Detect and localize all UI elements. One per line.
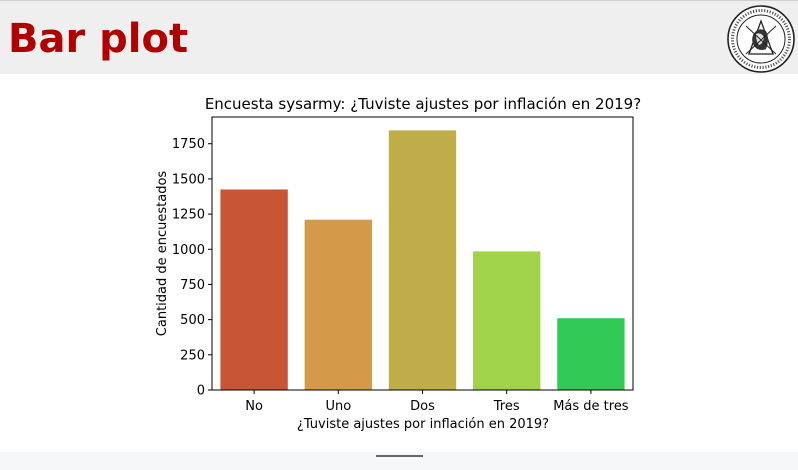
slide-footer <box>0 452 798 470</box>
y-tick-label: 250 <box>180 348 205 363</box>
x-tick-label: Dos <box>410 399 435 414</box>
university-seal-logo <box>727 5 795 73</box>
bar-1 <box>304 219 372 390</box>
bar-2 <box>388 130 457 390</box>
x-tick-label: Tres <box>493 399 520 414</box>
x-axis: No Uno Dos Tres Más de tres <box>245 390 629 414</box>
bars-group <box>220 130 625 390</box>
y-tick-label: 1750 <box>172 137 205 152</box>
y-axis-label: Cantidad de encuestados <box>155 171 170 337</box>
slide-title: Bar plot <box>8 16 189 62</box>
bar-3 <box>473 251 541 390</box>
x-tick-label: Uno <box>325 399 351 414</box>
bar-chart: Encuesta sysarmy: ¿Tuviste ajustes por i… <box>155 95 641 432</box>
y-tick-label: 1500 <box>172 172 205 187</box>
y-tick-label: 0 <box>197 384 205 399</box>
x-axis-label: ¿Tuviste ajustes por inflación en 2019? <box>297 417 549 432</box>
slide-header: Bar plot <box>0 0 798 74</box>
bar-0 <box>220 189 288 390</box>
y-axis: 0 250 500 750 1000 1250 1500 1750 <box>172 137 212 399</box>
y-tick-label: 1000 <box>172 243 205 258</box>
x-tick-label: No <box>245 399 263 414</box>
y-tick-label: 500 <box>180 313 205 328</box>
footer-divider <box>376 455 423 457</box>
chart-title: Encuesta sysarmy: ¿Tuviste ajustes por i… <box>205 95 641 113</box>
y-tick-label: 1250 <box>172 208 205 223</box>
bar-4 <box>557 318 625 390</box>
y-tick-label: 750 <box>180 278 205 293</box>
x-tick-label: Más de tres <box>553 399 629 414</box>
